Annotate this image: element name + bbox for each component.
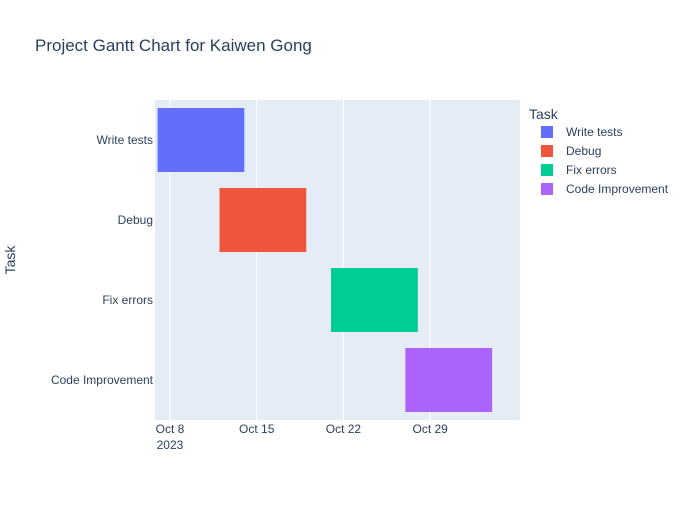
x-tick-label: Oct 29: [412, 422, 448, 436]
x-tick-label: Oct 22: [326, 422, 362, 436]
legend-label: Code Improvement: [566, 182, 669, 196]
legend-swatch: [541, 164, 553, 176]
task-bar: [157, 108, 245, 172]
legend-label: Write tests: [566, 125, 622, 139]
task-bar: [331, 268, 418, 332]
x-tick-label: Oct 8: [156, 422, 185, 436]
y-tick-label: Debug: [118, 213, 153, 227]
chart-title: Project Gantt Chart for Kaiwen Gong: [35, 36, 312, 55]
y-tick-label: Code Improvement: [51, 373, 154, 387]
legend-title: Task: [529, 106, 559, 122]
y-axis-ticks: Write tests Debug Fix errors Code Improveme…: [51, 133, 154, 387]
legend-label: Debug: [566, 144, 601, 158]
legend-swatch: [541, 145, 553, 157]
task-bars: [157, 108, 493, 412]
task-bar: [219, 188, 307, 252]
y-tick-label: Fix errors: [102, 293, 153, 307]
x-tick-label: Oct 15: [239, 422, 275, 436]
y-axis-title: Task: [2, 245, 18, 275]
x-tick-year-label: 2023: [157, 438, 184, 452]
x-axis-ticks: Oct 8 2023 Oct 15 Oct 22 Oct 29: [156, 422, 449, 452]
task-bar: [405, 348, 493, 412]
legend-label: Fix errors: [566, 163, 617, 177]
legend-swatch: [541, 126, 553, 138]
y-tick-label: Write tests: [97, 133, 153, 147]
legend-swatch: [541, 183, 553, 195]
legend: Task Write tests Debug Fix errors Code Impr…: [529, 106, 669, 196]
